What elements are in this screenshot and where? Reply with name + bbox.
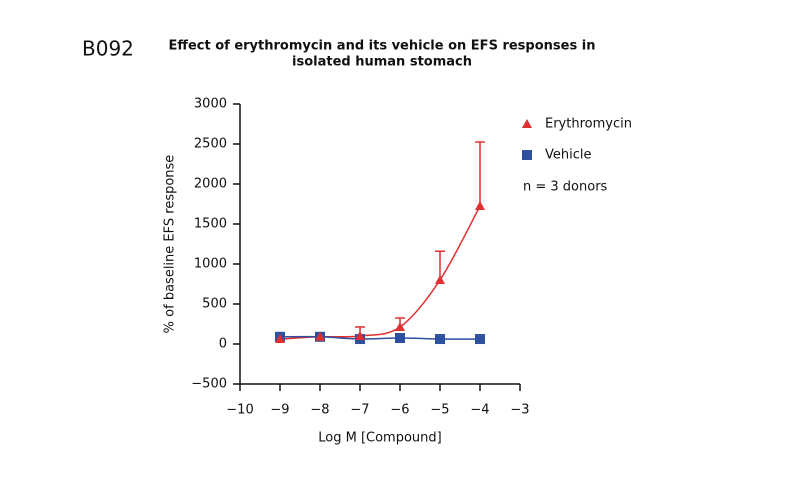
y-tick-label: 2500 bbox=[194, 137, 227, 152]
figure-label: B092 bbox=[82, 37, 134, 61]
y-tick-label: 3000 bbox=[194, 97, 227, 112]
legend-marker bbox=[522, 150, 532, 160]
error-bar bbox=[475, 141, 485, 206]
legend-label: Vehicle bbox=[545, 148, 592, 163]
x-axis-label: Log M [Compound] bbox=[318, 431, 441, 446]
marker bbox=[395, 333, 405, 343]
legend-marker bbox=[522, 119, 532, 128]
x-tick-label: −5 bbox=[430, 403, 449, 418]
y-tick-label: 0 bbox=[219, 337, 227, 352]
x-tick-label: −10 bbox=[226, 403, 253, 418]
y-tick-label: 1000 bbox=[194, 257, 227, 272]
marker bbox=[475, 201, 485, 210]
marker bbox=[355, 331, 365, 340]
marker bbox=[315, 331, 325, 341]
chart-title: Effect of erythromycin and its vehicle o… bbox=[169, 39, 596, 54]
x-tick-label: −3 bbox=[510, 403, 529, 418]
marker bbox=[395, 322, 405, 332]
marker bbox=[275, 334, 285, 344]
y-axis-label: % of baseline EFS response bbox=[163, 155, 178, 334]
annotation: n = 3 donors bbox=[523, 180, 608, 195]
x-tick-label: −4 bbox=[470, 403, 489, 418]
marker bbox=[475, 334, 485, 345]
chart-title: isolated human stomach bbox=[292, 55, 472, 70]
y-tick-label: 500 bbox=[202, 297, 227, 312]
series-line bbox=[279, 205, 481, 340]
x-tick-label: −7 bbox=[350, 403, 369, 418]
legend-label: Erythromycin bbox=[545, 117, 632, 132]
y-tick-label: 2000 bbox=[194, 177, 227, 192]
marker bbox=[435, 275, 445, 284]
marker bbox=[435, 334, 445, 345]
x-tick-label: −6 bbox=[390, 403, 409, 418]
x-tick-label: −8 bbox=[310, 403, 329, 418]
x-tick-label: −9 bbox=[270, 403, 289, 418]
y-tick-label: 1500 bbox=[194, 217, 227, 232]
y-tick-label: −500 bbox=[191, 377, 227, 392]
